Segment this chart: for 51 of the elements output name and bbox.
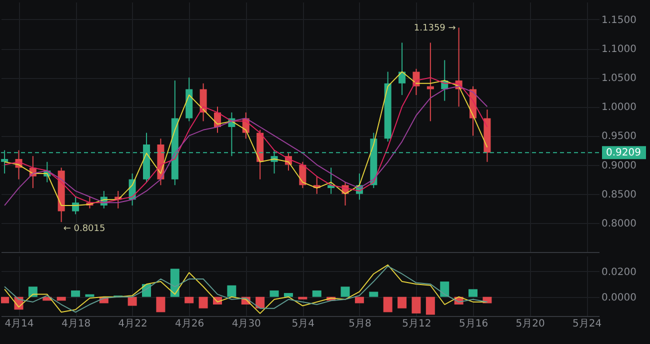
- bar: [256, 296, 265, 308]
- x-tick-label: 4月14: [4, 318, 34, 330]
- y-tick-label: 1.0500: [602, 73, 636, 84]
- bar: [298, 296, 308, 300]
- y-tick-label: 0.8000: [602, 218, 636, 230]
- bar: [56, 296, 66, 301]
- bar: [28, 286, 38, 297]
- ref-line-label: 0.9209: [606, 148, 641, 159]
- bar: [198, 296, 208, 308]
- x-tick-label: 5月8: [348, 318, 372, 330]
- bar: [440, 282, 450, 297]
- bar: [354, 296, 364, 304]
- x-tick-label: 5月24: [572, 318, 602, 330]
- x-tick-label: 4月30: [232, 318, 261, 330]
- bar: [270, 290, 279, 297]
- bar: [71, 290, 80, 297]
- x-tick-label: 4月26: [175, 318, 204, 330]
- bar: [468, 289, 478, 297]
- bar: [340, 286, 350, 297]
- bar: [184, 296, 194, 304]
- bar: [1, 296, 10, 304]
- bar: [227, 285, 236, 297]
- x-tick-label: 4月22: [118, 318, 148, 330]
- x-tick-label: 5月20: [516, 318, 545, 330]
- candlestick: [200, 82, 207, 122]
- x-tick-label: 5月4: [292, 318, 315, 330]
- bar: [369, 292, 378, 297]
- annotation: 1.1359 →: [414, 24, 456, 34]
- y-tick-label: 1.1000: [602, 44, 636, 56]
- y-tick-label: 1.0000: [602, 102, 636, 114]
- x-tick-label: 5月12: [402, 318, 432, 330]
- bar: [426, 296, 435, 315]
- bar: [284, 293, 293, 297]
- bar: [398, 296, 407, 308]
- bar: [383, 296, 392, 312]
- y-tick-label: 0.9000: [602, 160, 636, 172]
- y-tick-label: 1.1500: [602, 14, 636, 26]
- bar: [412, 296, 421, 314]
- y-tick-label: 0.8500: [602, 189, 636, 200]
- y-tick-label: 0.0200: [602, 266, 636, 278]
- annotation: ← 0.8015: [63, 224, 106, 234]
- x-tick-label: 4月18: [61, 318, 91, 330]
- bar: [128, 296, 137, 306]
- candlestick: [72, 196, 80, 215]
- y-tick-label: 0.0000: [602, 292, 636, 304]
- bar: [85, 294, 94, 297]
- x-tick-label: 5月16: [458, 318, 488, 330]
- bar: [156, 296, 166, 312]
- bar: [170, 268, 180, 297]
- bar: [312, 290, 322, 297]
- y-tick-label: 0.9500: [602, 131, 636, 142]
